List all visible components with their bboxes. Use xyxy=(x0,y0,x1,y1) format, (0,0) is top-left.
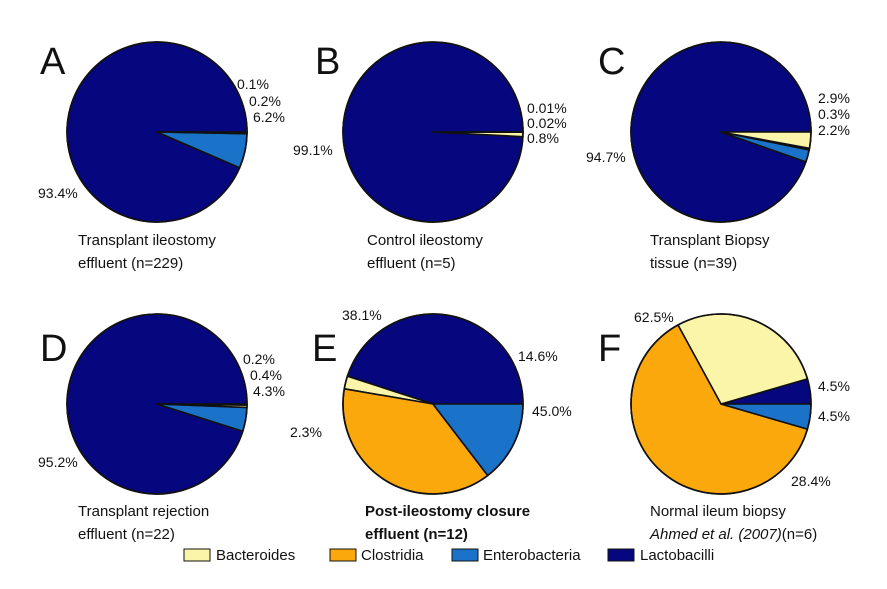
slice-label: 2.2% xyxy=(818,122,850,138)
panel-letter-c: C xyxy=(598,41,625,83)
pie-outline xyxy=(342,313,524,495)
slice-label: 4.5% xyxy=(818,378,850,394)
caption-line: Transplant Biopsy xyxy=(650,232,770,249)
legend-swatch-clostridia xyxy=(329,548,357,562)
legend-swatch-lactobacilli xyxy=(607,548,635,562)
caption-line: Post-ileostomy closure xyxy=(365,503,530,520)
slice-label: 0.8% xyxy=(527,130,559,146)
panel-letter-f: F xyxy=(598,328,621,370)
pie-outline xyxy=(66,41,248,223)
slice-label: 0.2% xyxy=(243,351,275,367)
slice-label: 2.3% xyxy=(290,424,322,440)
pie-outline xyxy=(342,41,524,223)
pie-outline xyxy=(630,41,812,223)
slice-label: 14.6% xyxy=(518,348,558,364)
slice-label: 38.1% xyxy=(342,307,382,323)
slice-label: 62.5% xyxy=(634,309,674,325)
slice-label: 0.1% xyxy=(237,76,269,92)
pie-chart-c xyxy=(630,41,812,223)
slice-label: 2.9% xyxy=(818,90,850,106)
pie-chart-f xyxy=(630,313,812,495)
pie-slice-clostridia xyxy=(156,403,248,406)
legend-swatch-enterobacteria xyxy=(451,548,479,562)
slice-label: 0.02% xyxy=(527,115,567,131)
pie-chart-e xyxy=(342,313,524,495)
legend-label: Bacteroides xyxy=(216,547,295,564)
panel-letter-d: D xyxy=(40,328,67,370)
slice-label: 0.4% xyxy=(250,367,282,383)
panel-letter-e: E xyxy=(312,328,337,370)
caption-line: effluent (n=22) xyxy=(78,526,175,543)
legend-swatch-bacteroides xyxy=(183,548,211,562)
slice-label: 45.0% xyxy=(532,403,572,419)
slice-label: 95.2% xyxy=(38,454,78,470)
legend-label: Enterobacteria xyxy=(483,547,581,564)
slice-label: 94.7% xyxy=(586,149,626,165)
panel-letter-b: B xyxy=(315,41,340,83)
slice-label: 28.4% xyxy=(791,473,831,489)
pie-chart-a xyxy=(66,41,248,223)
slice-label: 6.2% xyxy=(253,109,285,125)
caption-line: Transplant ileostomy xyxy=(78,232,216,249)
caption-line: Ahmed et al. (2007)(n=6) xyxy=(649,526,817,543)
pie-chart-d xyxy=(66,313,248,495)
pie-slice-clostridia xyxy=(156,131,248,134)
slice-label: 4.3% xyxy=(253,383,285,399)
legend: Bacteroides Clostridia Enterobacteria La… xyxy=(183,547,714,564)
caption-line: effluent (n=229) xyxy=(78,255,183,272)
caption-line: Normal ileum biopsy xyxy=(650,503,786,520)
slice-label: 0.01% xyxy=(527,100,567,116)
caption-line: Control ileostomy xyxy=(367,232,483,249)
slice-label: 4.5% xyxy=(818,408,850,424)
slice-label: 0.2% xyxy=(249,93,281,109)
caption-line: effluent (n=12) xyxy=(365,526,468,543)
slice-label: 0.3% xyxy=(818,106,850,122)
slice-label: 93.4% xyxy=(38,185,78,201)
caption-line: effluent (n=5) xyxy=(367,255,456,272)
legend-label: Clostridia xyxy=(361,547,424,564)
caption-citation: Ahmed et al. (2007) xyxy=(649,526,782,543)
pie-outline xyxy=(66,313,248,495)
caption-line: tissue (n=39) xyxy=(650,255,737,272)
pie-outline xyxy=(630,313,812,495)
panel-letter-a: A xyxy=(40,41,66,83)
pie-chart-b xyxy=(342,41,524,223)
legend-label: Lactobacilli xyxy=(640,547,714,564)
caption-line: Transplant rejection xyxy=(78,503,209,520)
slice-label: 99.1% xyxy=(293,142,333,158)
caption-sample-size: (n=6) xyxy=(782,526,817,543)
